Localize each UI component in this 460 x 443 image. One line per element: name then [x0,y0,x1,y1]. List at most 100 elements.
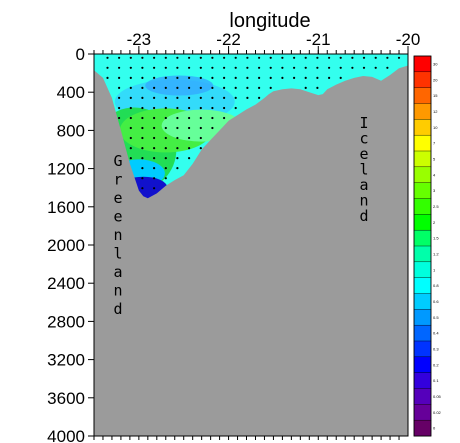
sample-point [351,66,354,69]
land-label-letter: c [359,130,368,148]
field-blue-patch [145,75,214,96]
sample-point [188,136,191,140]
colorbar-swatch [413,119,432,136]
sample-point [176,106,179,110]
land-label-letter: n [113,226,122,244]
sample-point [246,66,249,69]
sample-point [176,126,179,130]
sample-point [258,96,261,99]
sample-point [316,66,319,69]
sample-point [281,66,284,69]
colorbar-label: 12 [433,109,438,114]
y-tick-label: 1200 [47,160,85,179]
sample-point [188,96,191,99]
sample-point [374,56,377,59]
colorbar-label: 0 [433,426,436,431]
sample-point [164,76,167,79]
sample-point [153,157,156,160]
sample-point [164,167,167,170]
sample-point [118,56,121,59]
land-label-letter: e [359,145,368,163]
colorbar-swatch [413,261,432,279]
sample-point [246,56,249,59]
sample-point [362,66,366,69]
sample-point [351,56,354,59]
sample-point [141,66,144,69]
sample-point [153,116,156,120]
colorbar-label: 30 [433,61,438,66]
colorbar-label: 0.05 [433,394,442,399]
sample-point [176,76,179,79]
sample-point [293,56,296,59]
sample-point [304,76,307,79]
y-tick-label: 400 [57,83,85,102]
sample-point [118,66,121,69]
sample-point [141,106,144,110]
y-tick-label: 3600 [47,389,85,408]
sample-point [176,116,179,120]
sample-point [141,187,144,190]
sample-point [129,136,132,140]
sample-point [164,56,167,59]
sample-point [211,116,214,120]
sample-point [188,126,191,130]
sample-point [153,56,156,59]
sample-point [129,56,132,59]
sample-point [129,126,132,130]
sample-point [223,66,226,69]
y-tick-label: 2000 [47,236,85,255]
sample-point [118,86,121,89]
colorbar-swatch [413,71,432,89]
colorbar-label: 1.5 [433,236,439,241]
colorbar-label: 2.5 [433,204,439,209]
sample-point [199,126,202,130]
sample-point [176,157,179,160]
land-label-letter: a [359,176,368,194]
sample-point [164,136,167,140]
colorbar-swatch [413,293,432,310]
sample-point [129,96,132,99]
sample-point [339,56,342,59]
x-axis-ticks [93,46,409,440]
sample-point [176,167,179,170]
x-tick-label: -20 [396,30,421,49]
sample-point [153,66,156,69]
sample-point [188,86,191,89]
sample-point [199,76,202,79]
land-label-letter: l [359,161,368,179]
sample-point [141,167,144,170]
y-tick-label: 2800 [47,312,85,331]
land-label-letter: a [113,263,122,281]
colorbar-label: 0.8 [433,283,439,288]
colorbar-swatch [413,245,432,263]
sample-point [339,76,342,79]
colorbar-label: 0.3 [433,346,439,351]
colorbar-swatch [413,214,432,231]
y-axis-ticks [88,53,94,437]
sample-point [188,157,191,160]
sample-point [118,76,121,79]
sample-point [328,76,331,79]
sample-point [269,66,272,69]
sample-point [153,126,156,130]
land-label-letter: l [113,245,122,263]
sample-point [118,116,121,120]
y-tick-label: 800 [57,121,85,140]
sample-point [129,106,132,110]
colorbar-label: 5 [433,156,436,161]
y-tick-label: 3200 [47,351,85,370]
colorbar-swatch [413,309,432,326]
sample-point [328,56,331,59]
sample-point [199,106,202,110]
y-tick-label: 2400 [47,274,85,293]
sample-point [199,56,202,59]
sample-point [269,56,272,59]
sample-point [304,56,307,59]
sample-point [118,106,121,110]
sample-point [188,66,191,69]
sample-point [328,66,331,69]
land-label-letter: d [113,300,122,318]
y-tick-label: 1600 [47,198,85,217]
colorbar-label: 15 [433,93,438,98]
